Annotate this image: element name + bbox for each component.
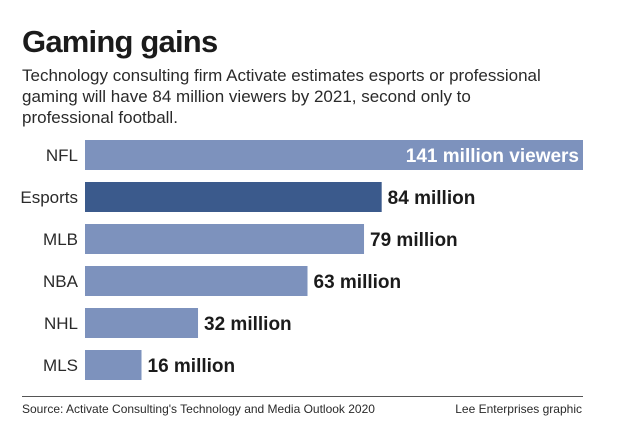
bar-nba [85, 266, 308, 296]
category-label-mls: MLS [43, 356, 78, 375]
bar-nhl [85, 308, 199, 338]
chart-subtitle: Technology consulting firm Activate esti… [22, 66, 541, 127]
category-label-nba: NBA [43, 272, 79, 291]
category-label-esports: Esports [20, 188, 78, 207]
value-label-nfl: 141 million viewers [406, 146, 579, 167]
category-label-nfl: NFL [46, 146, 78, 165]
value-label-nba: 63 million [314, 272, 402, 293]
category-label-mlb: MLB [43, 230, 78, 249]
bar-mlb [85, 224, 365, 254]
category-label-nhl: NHL [44, 314, 78, 333]
chart-title: Gaming gains [22, 24, 218, 59]
value-label-mls: 16 million [148, 356, 236, 377]
value-label-esports: 84 million [388, 188, 476, 209]
bar-esports [85, 182, 382, 212]
footer-divider [22, 396, 583, 397]
bar-nfl [85, 140, 583, 170]
value-label-mlb: 79 million [370, 230, 458, 251]
bar-mls [85, 350, 142, 380]
source-note: Source: Activate Consulting's Technology… [22, 402, 375, 416]
value-label-nhl: 32 million [204, 314, 292, 335]
graphic-credit: Lee Enterprises graphic [455, 402, 582, 416]
